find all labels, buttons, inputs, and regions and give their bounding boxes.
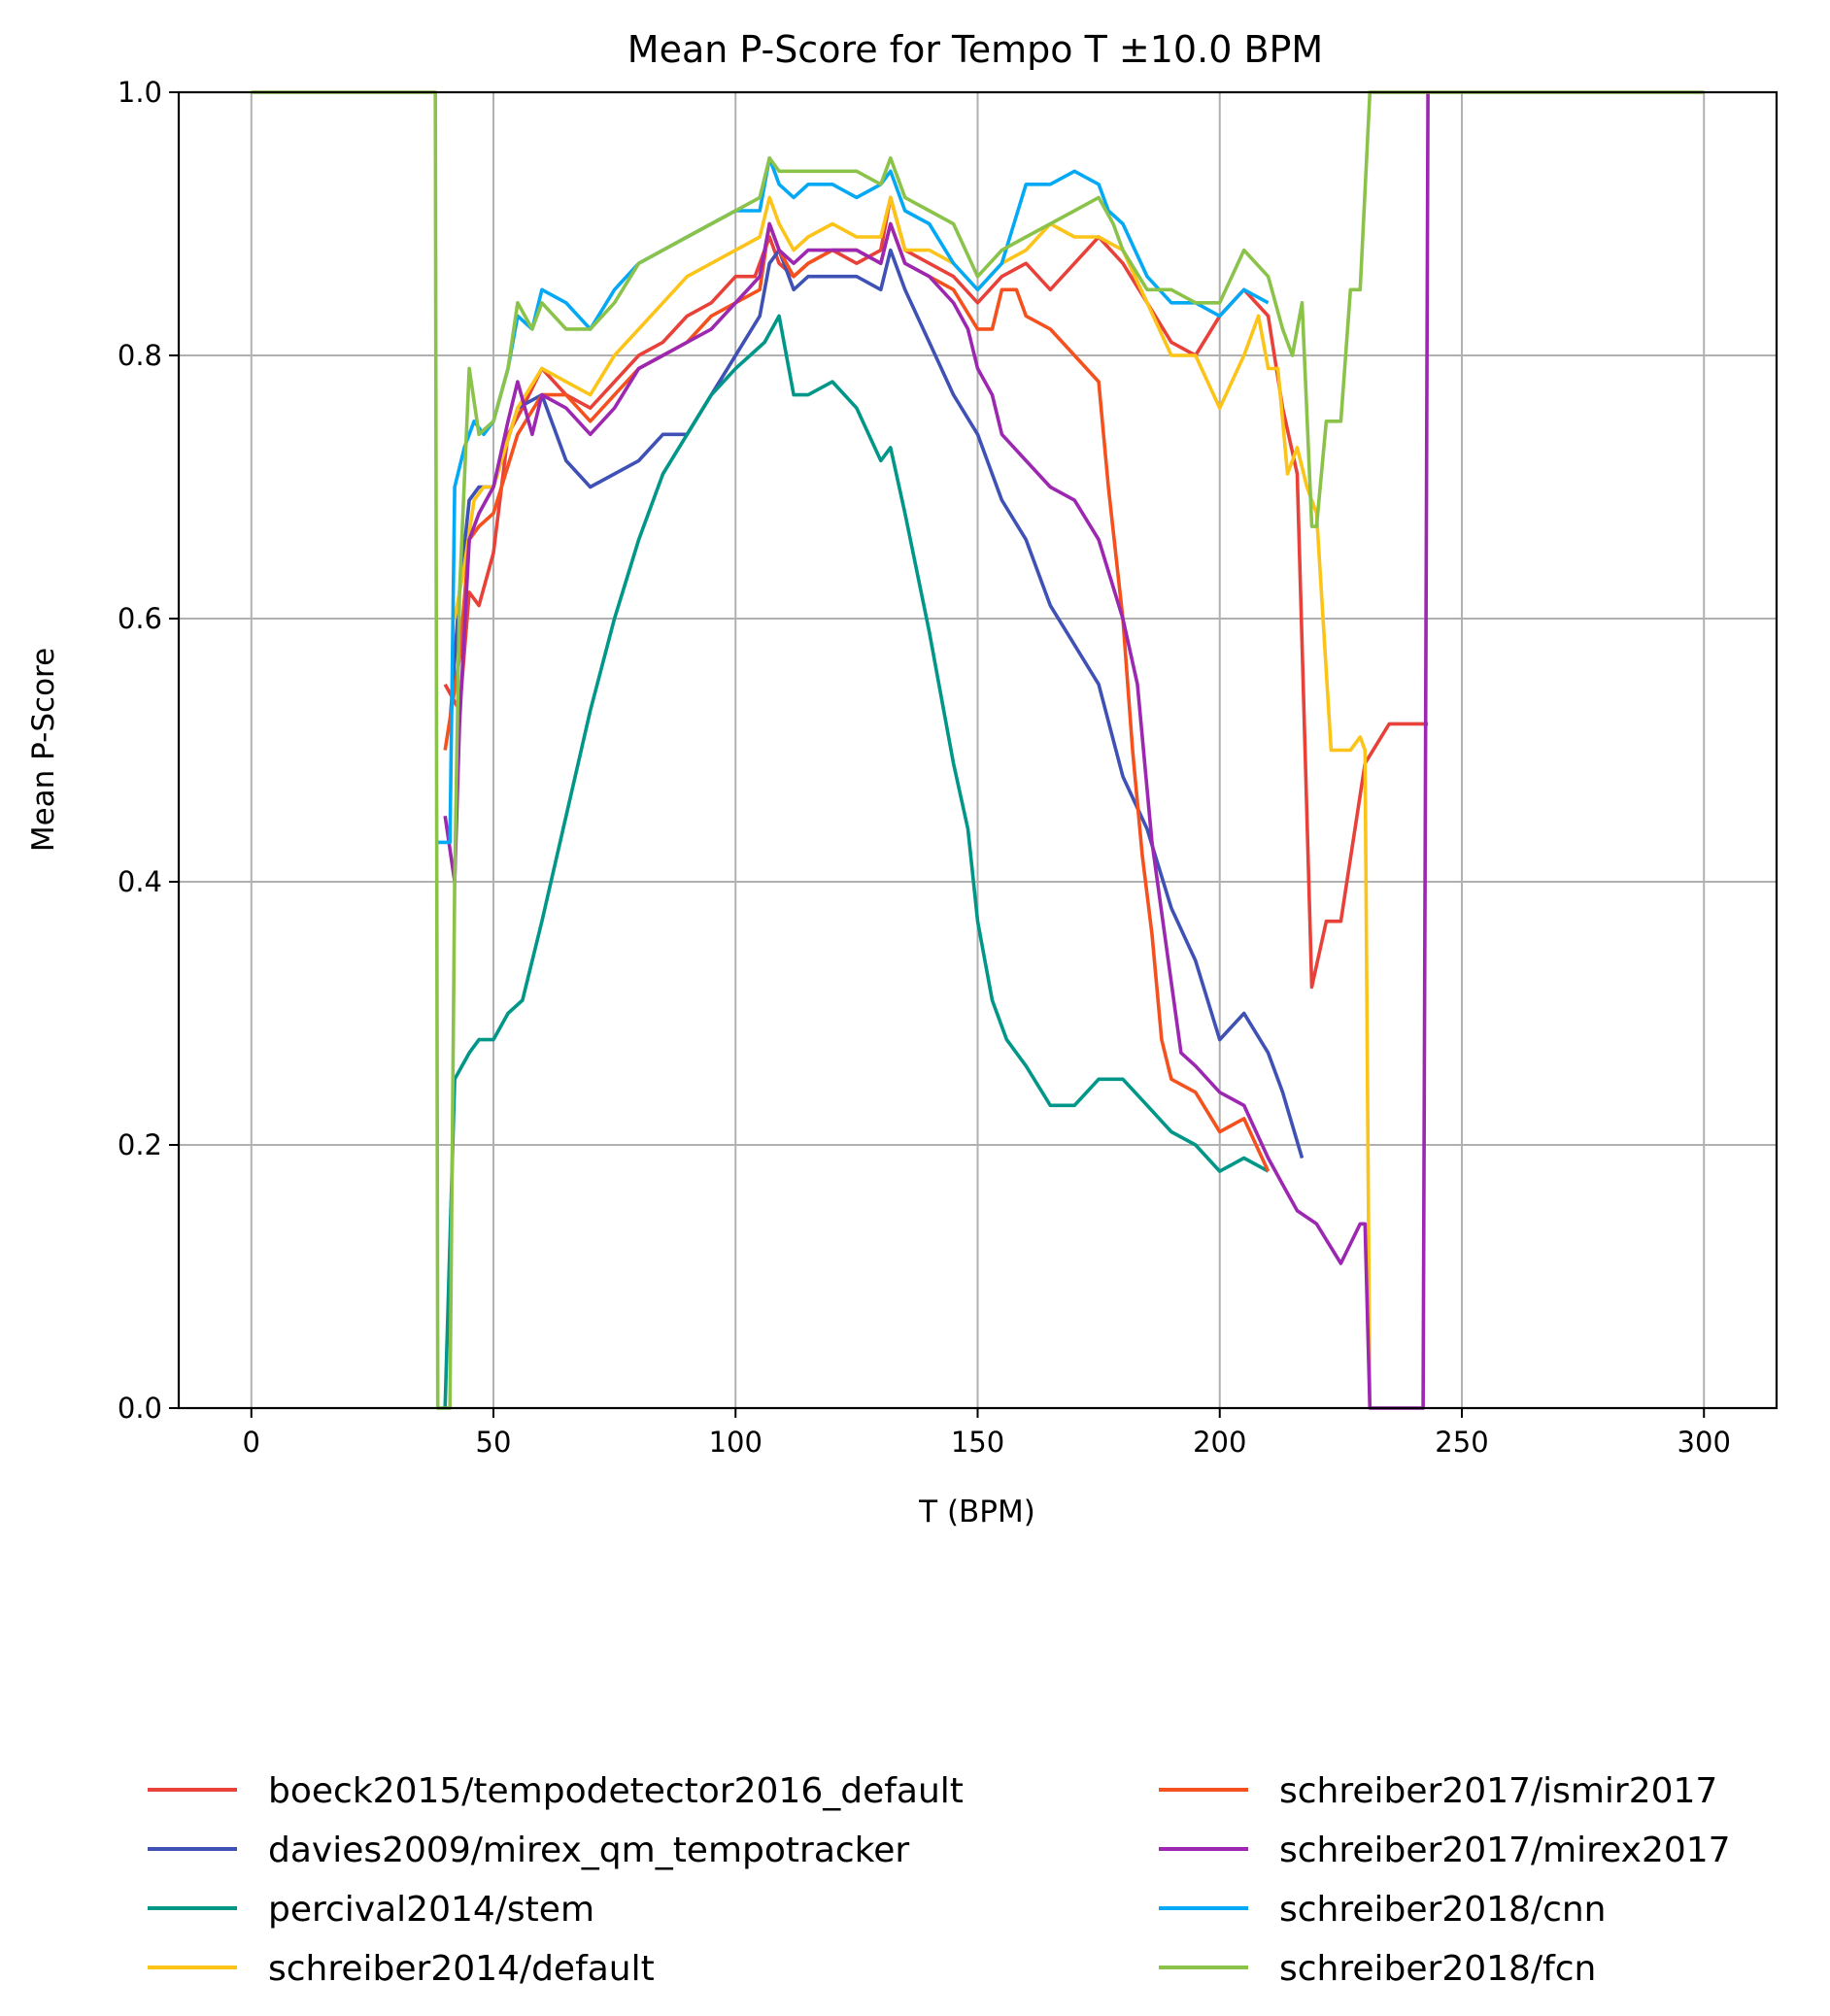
x-tick-label: 0 — [243, 1426, 260, 1459]
series-line-3 — [453, 195, 1372, 1409]
series-line-2 — [443, 314, 1270, 1409]
y-tick-label: 0.6 — [118, 602, 162, 635]
legend-label-3: schreiber2014/default — [268, 1949, 655, 1989]
axis-ticks: 0 50 100 150 200 250 300 0.0 0.2 0.4 0.6 0.8 1.0 — [118, 76, 1731, 1459]
legend-label-4: schreiber2017/ismir2017 — [1279, 1771, 1717, 1811]
legend-label-6: schreiber2018/cnn — [1279, 1890, 1607, 1930]
y-tick-label: 1.0 — [118, 76, 162, 109]
series-line-7 — [251, 90, 1705, 1410]
x-tick-label: 100 — [709, 1426, 762, 1459]
series-line-5 — [443, 91, 1430, 1410]
legend-label-0: boeck2015/tempodetector2016_default — [268, 1771, 964, 1811]
y-tick-label: 0.4 — [118, 865, 162, 898]
legend-label-7: schreiber2018/fcn — [1279, 1949, 1596, 1989]
x-tick-label: 250 — [1435, 1426, 1488, 1459]
x-tick-label: 50 — [476, 1426, 512, 1459]
y-axis-label: Mean P-Score — [26, 648, 61, 852]
y-tick-label: 0.0 — [118, 1392, 162, 1425]
x-tick-label: 200 — [1193, 1426, 1246, 1459]
plot-series — [251, 90, 1705, 1410]
chart-title: Mean P-Score for Tempo T ±10.0 BPM — [627, 28, 1323, 71]
x-tick-label: 300 — [1678, 1426, 1731, 1459]
y-tick-label: 0.8 — [118, 339, 162, 372]
x-tick-label: 150 — [951, 1426, 1004, 1459]
legend-label-2: percival2014/stem — [268, 1890, 594, 1930]
legend: boeck2015/tempodetector2016_defaultdavie… — [148, 1771, 1731, 1989]
y-tick-label: 0.2 — [118, 1128, 162, 1161]
legend-label-1: davies2009/mirex_qm_tempotracker — [268, 1831, 909, 1870]
x-axis-label: T (BPM) — [918, 1495, 1035, 1529]
legend-label-5: schreiber2017/mirex2017 — [1279, 1831, 1731, 1870]
